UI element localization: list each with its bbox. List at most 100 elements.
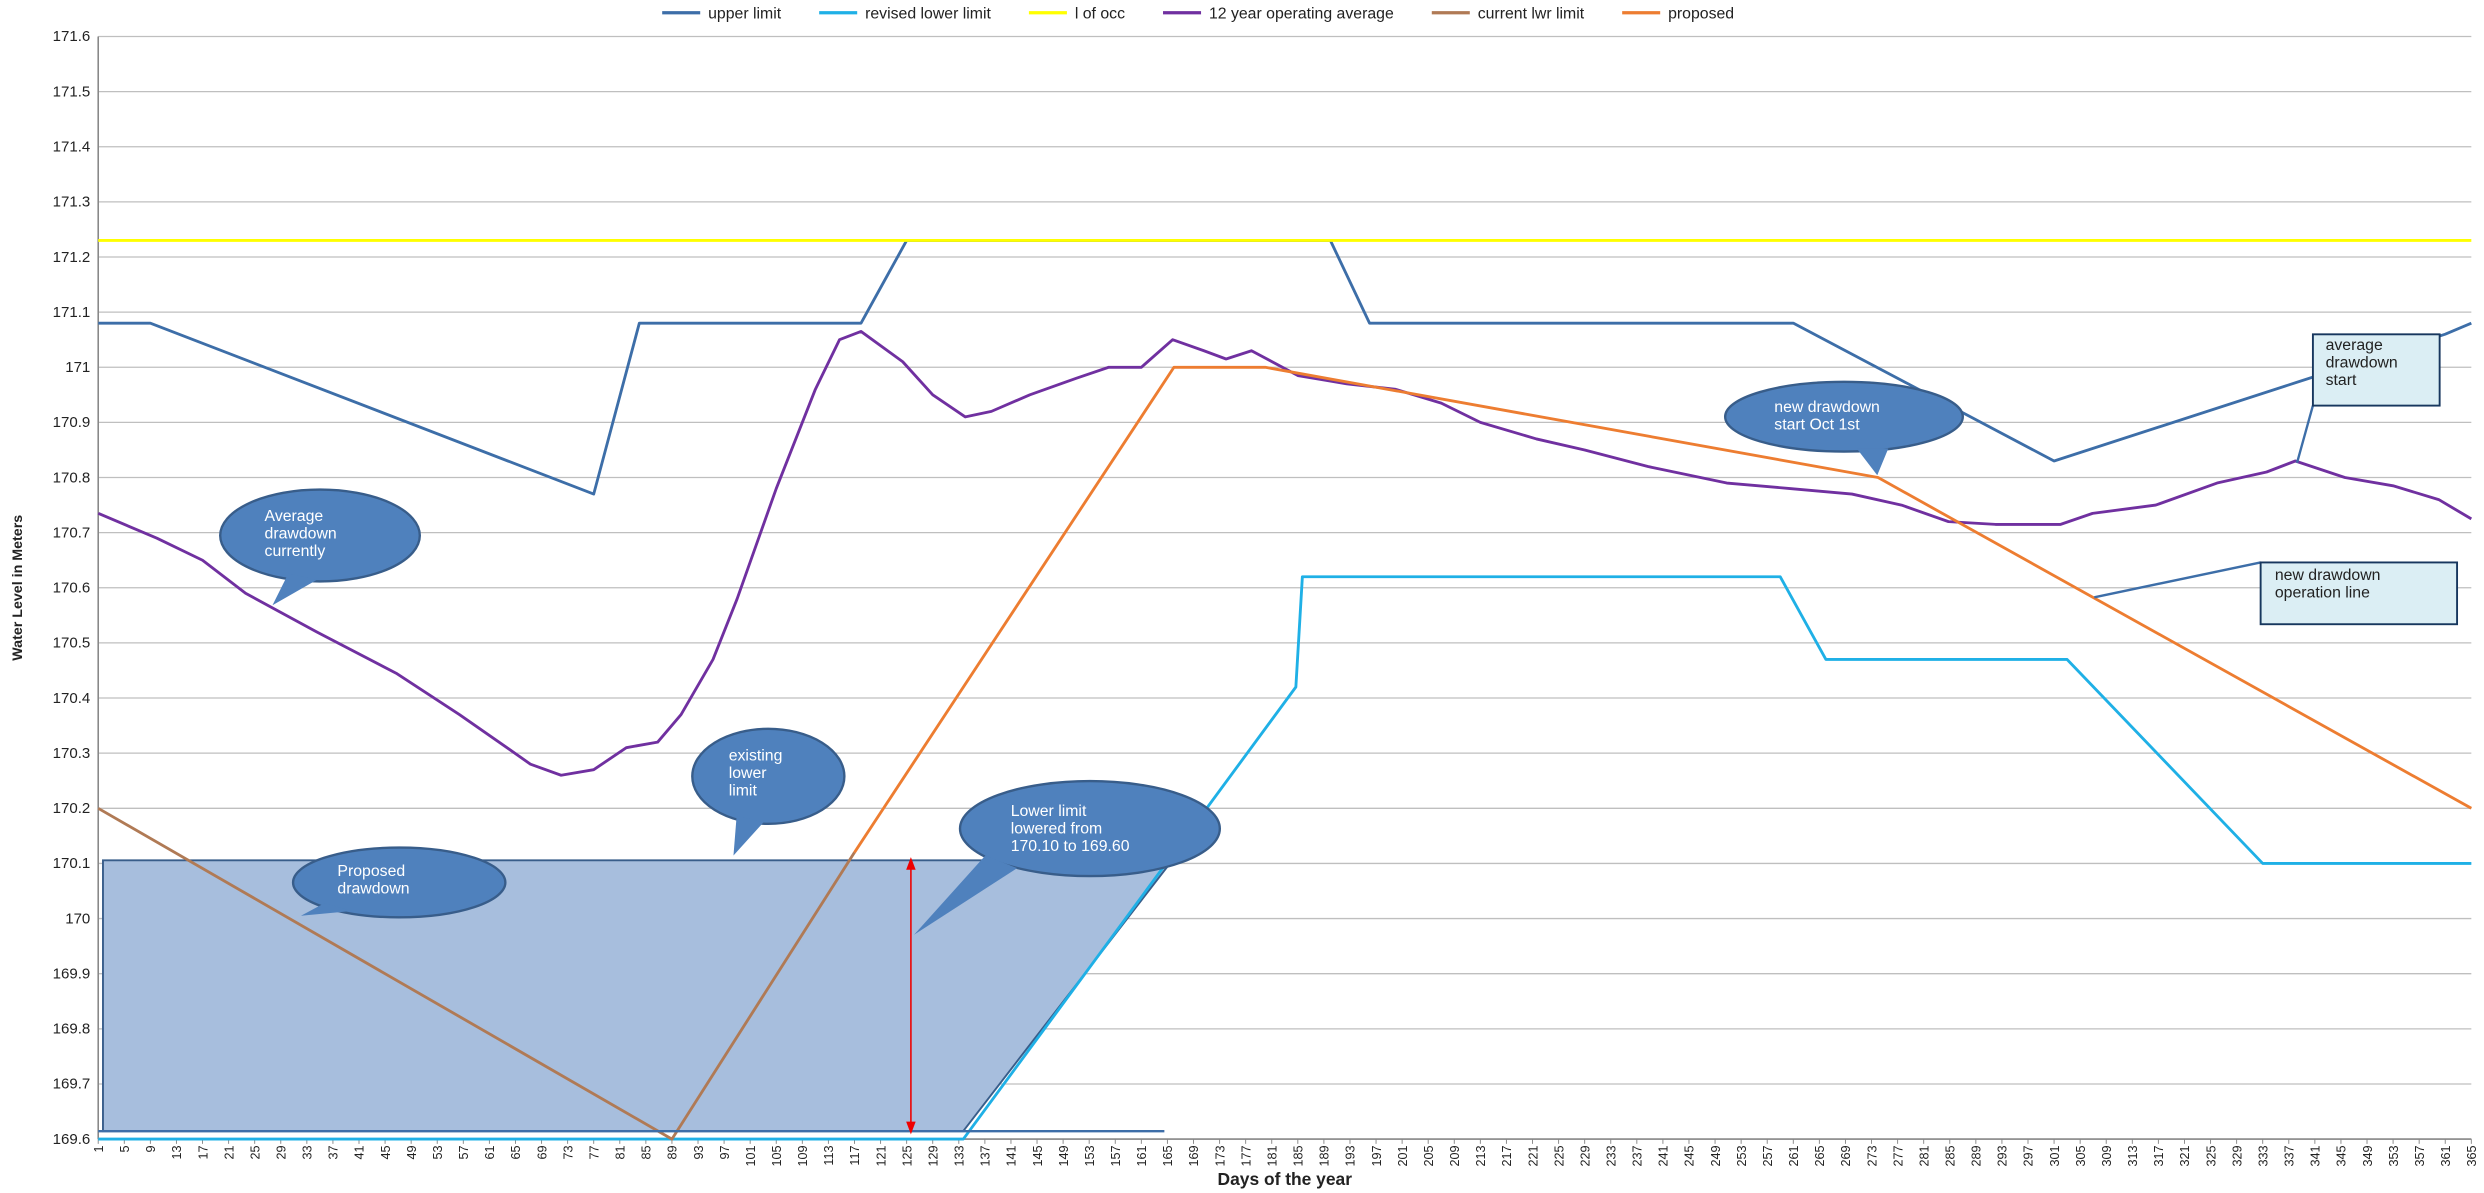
x-tick-label: 277: [1891, 1145, 1905, 1166]
y-tick-label: 170: [65, 910, 90, 927]
x-tick-label: 125: [900, 1145, 914, 1166]
x-tick-label: 269: [1839, 1145, 1853, 1166]
callout-tail: [300, 903, 352, 916]
legend: upper limit revised lower limit l of occ 12…: [662, 5, 1734, 22]
y-tick-label: 170.9: [53, 414, 91, 431]
x-tick-label: 129: [926, 1145, 940, 1166]
x-tick-label: 137: [979, 1145, 993, 1166]
lines: [97, 239, 2473, 1141]
legend-label: l of occ: [1075, 5, 1125, 22]
x-tick-label: 145: [1031, 1145, 1045, 1166]
x-tick-label: 25: [248, 1145, 262, 1159]
x-tick-label: 149: [1057, 1145, 1071, 1166]
x-tick-label: 221: [1526, 1145, 1540, 1166]
y-tick-label: 170.5: [53, 635, 91, 652]
y-tick-label: 169.9: [53, 965, 91, 982]
annotation-text: drawdown: [2326, 355, 2398, 372]
y-tick-label: 170.6: [53, 580, 91, 597]
x-tick-label: 121: [874, 1145, 888, 1166]
x-tick-label: 293: [1996, 1145, 2010, 1166]
y-tick-label: 169.8: [53, 1021, 91, 1038]
annotation-text: average: [2326, 337, 2383, 354]
annotation-text: lower: [729, 765, 768, 782]
x-tick-label: 225: [1552, 1145, 1566, 1166]
y-axis-label: Water Level in Meters: [10, 515, 26, 661]
y-tick-label: 171.5: [53, 83, 91, 100]
arrow-head: [906, 1121, 916, 1135]
x-tick-label: 173: [1213, 1145, 1227, 1166]
callout-bubble: [958, 779, 1222, 878]
legend-label: upper limit: [708, 5, 782, 22]
x-tick-label: 113: [822, 1145, 836, 1165]
x-tick-label: 61: [483, 1145, 497, 1159]
annotation-text: drawdown: [265, 526, 337, 543]
x-tick-label: 193: [1344, 1145, 1358, 1166]
y-tick-label: 171.4: [53, 139, 91, 156]
callout-box: [2311, 333, 2441, 407]
x-tick-label: 37: [327, 1145, 341, 1159]
x-tick-label: 65: [509, 1145, 523, 1159]
x-tick-label: 289: [1970, 1145, 1984, 1166]
x-tick-label: 233: [1605, 1145, 1619, 1166]
x-tick-label: 161: [1135, 1145, 1149, 1166]
y-tick-label: 170.7: [53, 524, 91, 541]
arrow-head: [906, 857, 916, 870]
annotation-text: Lower limit: [1011, 803, 1087, 820]
annotation-text: Proposed: [337, 863, 405, 880]
x-tick-label: 209: [1448, 1145, 1462, 1166]
y-tick-label: 170.3: [53, 745, 91, 762]
x-tick-label: 309: [2100, 1145, 2114, 1166]
callout-box: [2259, 561, 2459, 626]
x-tick-label: 273: [1865, 1145, 1879, 1166]
x-tick-label: 53: [431, 1145, 445, 1159]
x-tick-label: 69: [535, 1145, 549, 1159]
legend-label: 12 year operating average: [1209, 5, 1394, 22]
x-tick-label: 109: [796, 1145, 810, 1166]
x-tick-label: 261: [1787, 1145, 1801, 1166]
x-tick-label: 189: [1318, 1145, 1332, 1166]
x-tick-label: 329: [2230, 1145, 2244, 1166]
x-tick-label: 241: [1657, 1145, 1671, 1166]
x-tick-label: 93: [692, 1145, 706, 1159]
x-tick-label: 321: [2178, 1145, 2192, 1166]
y-tick-label: 170.1: [53, 855, 91, 872]
x-tick-label: 41: [353, 1145, 367, 1159]
x-tick-label: 285: [1944, 1145, 1958, 1166]
y-tick-label: 170.2: [53, 800, 91, 817]
x-tick-label: 253: [1735, 1145, 1749, 1166]
annotation-text: new drawdown: [1774, 399, 1880, 416]
x-tick-label: 21: [222, 1145, 236, 1159]
x-tick-label: 5: [118, 1145, 132, 1152]
callout-tail: [733, 815, 764, 856]
x-tick-label: 89: [666, 1145, 680, 1159]
annotation-text: existing: [729, 747, 783, 764]
x-tick-label: 13: [170, 1145, 184, 1159]
annotation-text: 170.10 to 169.60: [1011, 838, 1130, 855]
callout-bubble: [291, 846, 507, 919]
x-tick-label: 297: [2022, 1145, 2036, 1166]
x-tick-label: 181: [1265, 1145, 1279, 1166]
callout-bubble: [219, 488, 421, 583]
annotation-text: currently: [265, 543, 326, 560]
x-tick-label: 185: [1292, 1145, 1306, 1166]
y-tick-label: 170.8: [53, 469, 91, 486]
x-tick-label: 325: [2204, 1145, 2218, 1166]
y-tick-label: 170.4: [53, 690, 91, 707]
annotation-text: drawdown: [337, 881, 409, 898]
x-tick-label: 157: [1109, 1145, 1123, 1166]
series-line: [853, 365, 2473, 854]
annotation-text: lowered from: [1011, 820, 1102, 837]
annotations: Averagedrawdowncurrentlyexistinglowerlim…: [219, 333, 2459, 935]
annotation-text: Average: [265, 508, 324, 525]
x-tick-label: 197: [1370, 1145, 1384, 1166]
x-tick-label: 281: [1917, 1145, 1931, 1166]
x-tick-label: 317: [2152, 1145, 2166, 1166]
x-tick-label: 217: [1500, 1145, 1514, 1166]
x-tick-label: 105: [770, 1145, 784, 1166]
callout-pointer: [2295, 405, 2315, 463]
x-tick-label: 353: [2387, 1145, 2401, 1166]
